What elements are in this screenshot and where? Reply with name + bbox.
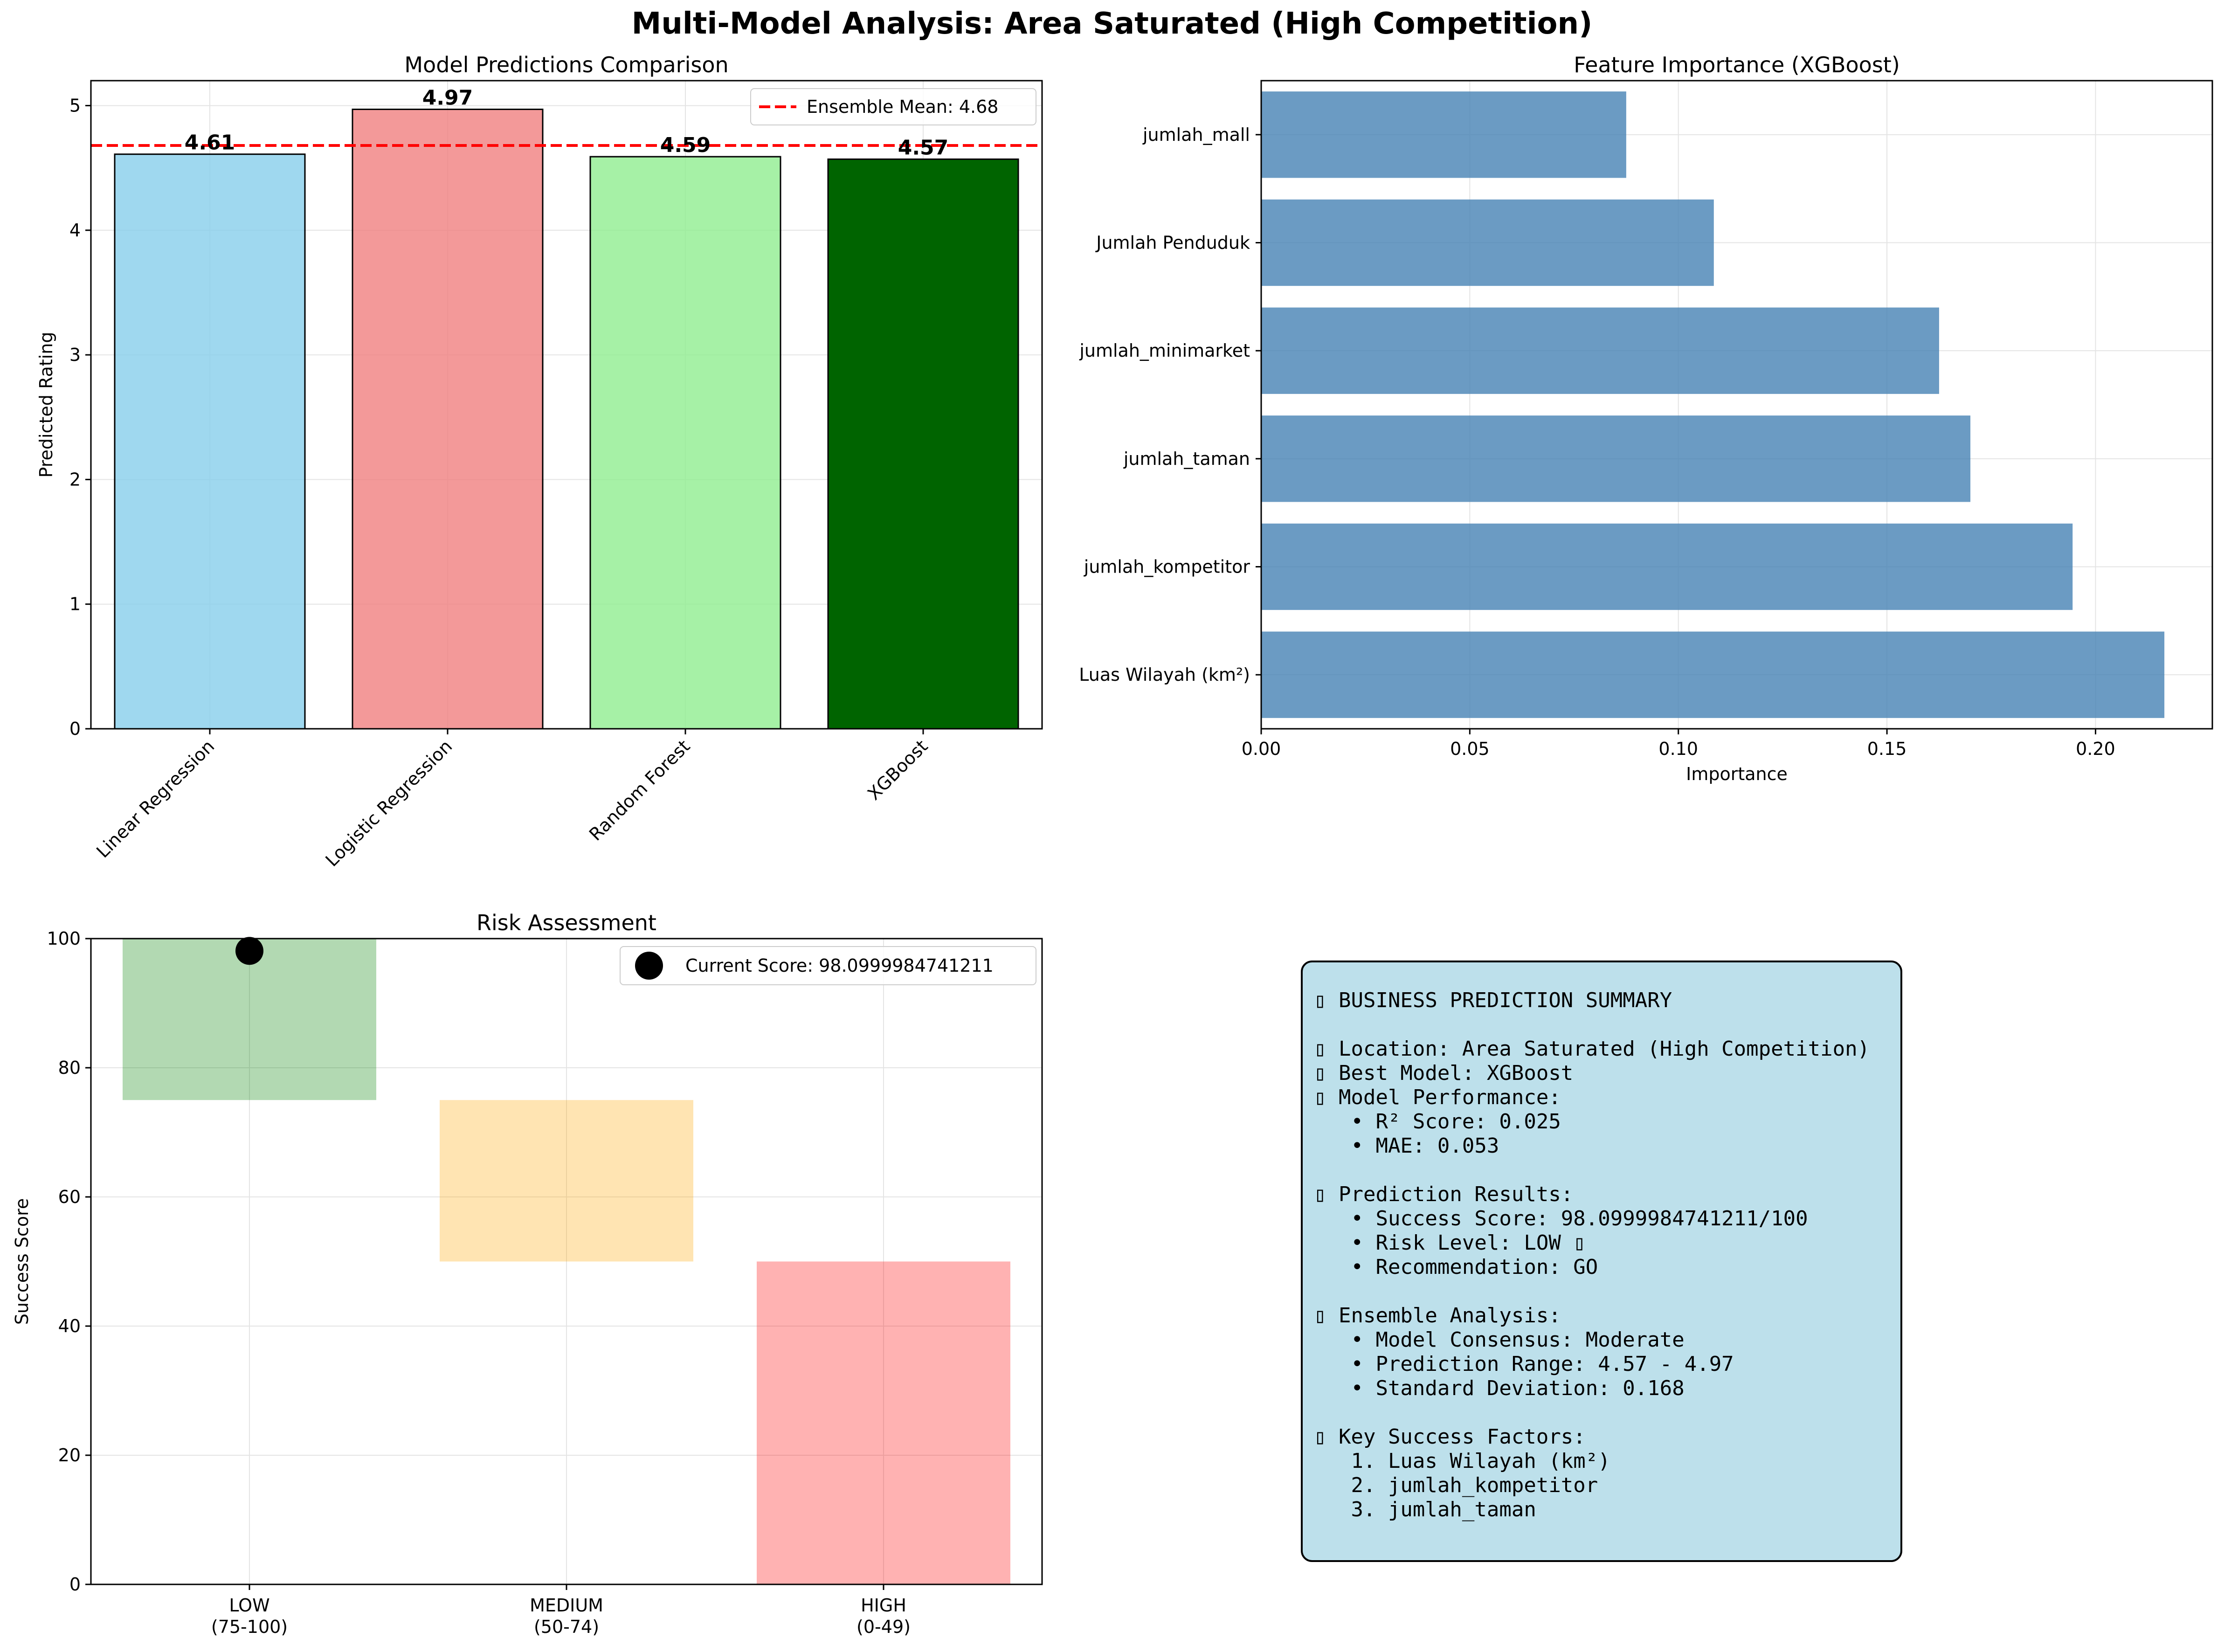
x-tick-label: LOW (75-100)	[211, 1595, 288, 1637]
bar-value-label: 4.57	[898, 136, 949, 159]
legend	[750, 88, 1036, 125]
legend-label: Current Score: 98.0999984741211	[685, 955, 994, 976]
importance-bar-luas-wilayah-km-	[1261, 631, 2165, 718]
bar-value-label: 4.59	[660, 133, 711, 157]
summary-line: ▯ Model Performance:	[1314, 1085, 1561, 1109]
y-tick-label: Luas Wilayah (km²)	[1079, 664, 1250, 685]
summary-line	[1314, 1013, 1889, 1037]
importance-bar-jumlah-mall	[1261, 91, 1626, 178]
y-tick-label: 5	[69, 95, 81, 116]
summary-line: 3. jumlah_taman	[1314, 1498, 1536, 1521]
y-tick-label: 60	[58, 1187, 81, 1207]
summary-line	[1314, 1279, 1889, 1304]
summary-line: • Standard Deviation: 0.168	[1314, 1376, 1685, 1400]
bar-value-label: 4.61	[185, 131, 235, 155]
x-tick-label-line: (50-74)	[534, 1617, 599, 1637]
x-tick-label-line: LOW	[229, 1595, 269, 1616]
summary-line: ▯ Prediction Results:	[1314, 1182, 1574, 1206]
x-tick-label: 0.05	[1450, 739, 1490, 759]
y-tick-label: Jumlah Penduduk	[1095, 233, 1250, 253]
legend-label: Ensemble Mean: 4.68	[807, 97, 998, 117]
y-tick-label: 100	[47, 928, 81, 949]
x-tick-label: 0.00	[1242, 739, 1281, 759]
y-tick-label: 20	[58, 1445, 81, 1465]
x-tick-label-line: HIGH	[861, 1595, 906, 1616]
summary-line: • Recommendation: GO	[1314, 1255, 1598, 1279]
importance-bar-jumlah-penduduk	[1261, 199, 1714, 286]
x-tick-label: MEDIUM (50-74)	[530, 1595, 603, 1637]
bar-xgboost	[827, 158, 1019, 730]
summary-line: 2. jumlah_kompetitor	[1314, 1473, 1598, 1497]
y-tick-label: 0	[69, 719, 81, 739]
y-tick-label: 1	[69, 594, 81, 615]
legend-marker-swatch	[635, 952, 663, 980]
importance-bar-jumlah-minimarket	[1261, 307, 1939, 394]
y-tick-label: 3	[69, 345, 81, 365]
y-tick-label: jumlah_kompetitor	[1084, 557, 1250, 577]
bar-random-forest	[589, 156, 781, 730]
risk-band-high	[757, 1261, 1010, 1584]
y-tick-label: jumlah_minimarket	[1079, 340, 1250, 361]
bar-linear-regression	[114, 153, 306, 730]
summary-line	[1314, 1158, 1889, 1182]
chart-title: Risk Assessment	[477, 910, 656, 935]
y-axis-label: Success Score	[12, 1198, 32, 1325]
summary-line: ▯ Key Success Factors:	[1314, 1425, 1586, 1449]
x-tick-label-line: (75-100)	[211, 1617, 288, 1637]
x-tick-label: 0.20	[2076, 739, 2115, 759]
summary-line: • Risk Level: LOW ▯	[1314, 1231, 1586, 1255]
summary-line: ▯ Location: Area Saturated (High Competi…	[1314, 1037, 1870, 1061]
bar-value-label: 4.97	[422, 86, 473, 110]
chart-title: Feature Importance (XGBoost)	[1574, 52, 1900, 77]
x-tick-label: 0.10	[1658, 739, 1698, 759]
y-tick-label: 80	[58, 1058, 81, 1078]
y-tick-label: jumlah_taman	[1123, 449, 1250, 469]
current-score-marker	[235, 937, 263, 965]
risk-band-medium	[440, 1100, 693, 1262]
y-tick-label: 2	[69, 469, 81, 490]
y-tick-label: jumlah_mall	[1142, 124, 1250, 145]
summary-line: • R² Score: 0.025	[1314, 1110, 1561, 1134]
importance-bar-jumlah-kompetitor	[1261, 523, 2073, 610]
chart-title: Model Predictions Comparison	[404, 52, 728, 77]
x-tick-label-line: MEDIUM	[530, 1595, 603, 1616]
importance-bar-jumlah-taman	[1261, 415, 1971, 502]
plot-frame	[90, 80, 1043, 730]
prediction-summary-box: ▯ BUSINESS PREDICTION SUMMARY ▯ Location:…	[1301, 961, 1902, 1562]
summary-line: • Model Consensus: Moderate	[1314, 1328, 1685, 1352]
figure-title: Multi-Model Analysis: Area Saturated (Hi…	[631, 7, 1593, 41]
summary-line: • Success Score: 98.0999984741211/100	[1314, 1207, 1808, 1230]
summary-line: ▯ Ensemble Analysis:	[1314, 1304, 1561, 1327]
summary-line: 1. Luas Wilayah (km²)	[1314, 1449, 1610, 1473]
y-tick-label: 4	[69, 220, 81, 241]
plot-frame	[1260, 80, 2213, 730]
summary-line	[1314, 1401, 1889, 1425]
x-tick-label-line: (0-49)	[856, 1617, 911, 1637]
y-axis-label: Predicted Rating	[36, 332, 56, 478]
x-tick-label: 0.15	[1867, 739, 1907, 759]
summary-line: • MAE: 0.053	[1314, 1134, 1499, 1158]
x-tick-label: HIGH (0-49)	[856, 1595, 911, 1637]
summary-line: • Prediction Range: 4.57 - 4.97	[1314, 1352, 1734, 1376]
x-axis-label: Importance	[1686, 764, 1788, 784]
risk-band-low	[123, 939, 376, 1100]
y-tick-label: 40	[58, 1316, 81, 1336]
bar-logistic-regression	[352, 108, 544, 730]
summary-line: ▯ BUSINESS PREDICTION SUMMARY	[1314, 988, 1672, 1012]
y-tick-label: 0	[69, 1574, 81, 1595]
summary-line: ▯ Best Model: XGBoost	[1314, 1061, 1574, 1085]
legend	[620, 946, 1036, 985]
